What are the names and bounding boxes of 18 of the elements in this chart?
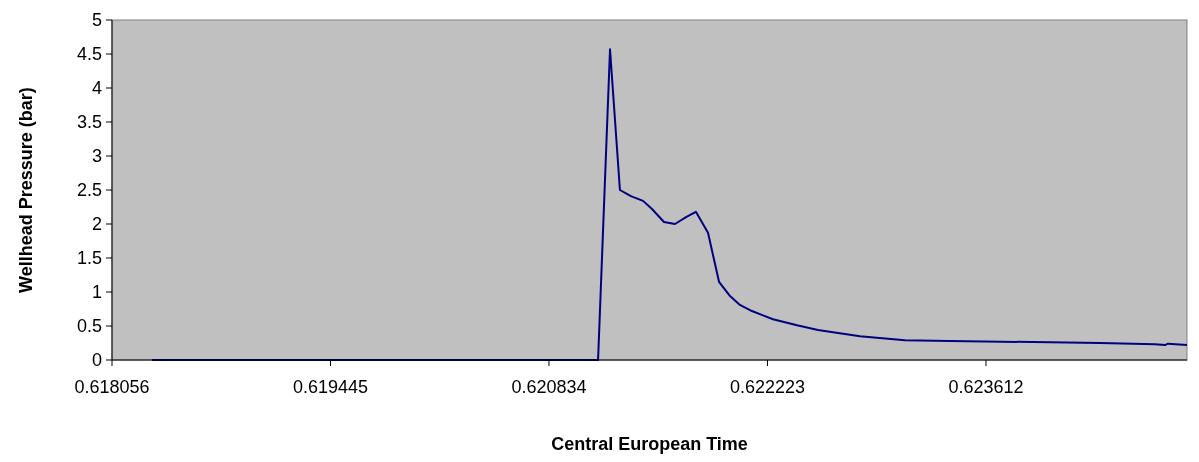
y-tick-label: 0 — [91, 350, 102, 371]
x-tick-label: 0.623612 — [948, 377, 1024, 397]
x-axis-title: Central European Time — [551, 434, 748, 454]
y-tick-label: 3 — [91, 146, 102, 167]
y-tick-label: 3.5 — [76, 112, 102, 133]
x-tick-label: 0.619445 — [292, 377, 369, 397]
y-tick-label: 2 — [91, 214, 102, 235]
x-tick-label: 0.620834 — [511, 377, 587, 397]
x-tick-label: 0.618056 — [74, 377, 150, 397]
y-tick-label: 4 — [91, 78, 102, 99]
y-tick-label: 0.5 — [76, 316, 102, 337]
y-tick-label: 2.5 — [76, 180, 102, 201]
y-tick-label: 1.5 — [76, 248, 102, 269]
y-tick-label: 1 — [91, 282, 102, 303]
y-tick-label: 4.5 — [76, 44, 102, 65]
y-axis-title: Wellhead Pressure (bar) — [16, 87, 36, 293]
x-tick-label: 0.622223 — [729, 377, 806, 397]
y-tick-label: 5 — [91, 10, 102, 31]
